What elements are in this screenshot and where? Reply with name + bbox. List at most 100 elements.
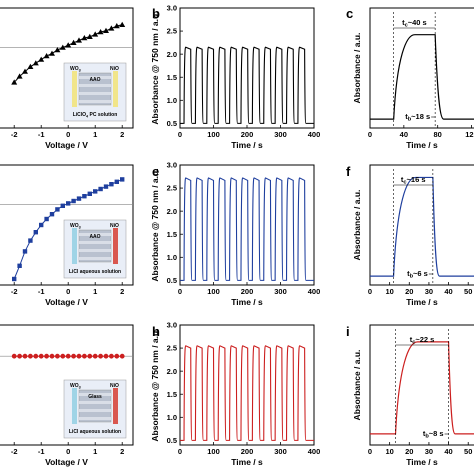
x-tick-label: 2 [120,287,124,296]
x-tick-label: 40 [444,447,452,456]
coloring-time-label: tc~16 s [401,175,426,186]
data-point [11,353,17,359]
data-point [28,238,33,243]
y-tick-label: 3.0 [167,161,177,170]
data-point [55,207,60,212]
data-point [97,29,104,35]
data-point [87,191,92,196]
series-line [370,176,474,277]
plot-frame [369,324,474,446]
data-point [114,353,120,359]
y-tick-label: 1.0 [167,413,177,422]
y-axis-label: Absorbance @ 750 nm / a.u. [150,168,160,281]
plot-frame [0,324,134,446]
x-tick-label: 300 [274,130,287,139]
data-point [44,353,49,359]
data-point [119,21,126,27]
y-tick-label: 2.5 [167,344,177,353]
membrane-channel [79,241,111,244]
x-axis-label: Voltage / V [45,457,88,467]
data-point [44,216,49,222]
data-point [109,182,114,187]
y-tick-label: 0.5 [167,119,177,128]
x-tick-label: 200 [241,447,254,456]
data-point [76,196,82,201]
data-point [92,31,99,37]
x-axis-label: Time / s [231,140,263,150]
x-tick-label: 2 [120,447,124,456]
panel-label-e: e [152,164,159,179]
membrane-channel [79,417,111,420]
x-tick-label: 30 [425,447,433,456]
data-point [17,263,22,268]
data-point [114,179,119,184]
inset-label-wo3: WO3 [70,383,81,390]
data-point [33,230,38,235]
y-axis-label: Absorbance / a.u. [352,33,362,104]
data-point [119,353,125,359]
data-point [120,177,125,182]
plot-frame [369,7,474,129]
x-tick-label: 40 [444,287,452,296]
chart-c: 0 40 80 120 Time / s Absorbance / a.u. tc~40 s… [352,7,474,150]
data-point [59,44,66,50]
membrane-channel [79,409,111,412]
inset-label-center: Glass [88,394,102,400]
device-inset: WO3 NiO AAO LiClO4 PC solution [63,62,127,122]
chart-b: 0 100 200 300 400 0.5 1.0 1.5 2.0 2.5 3.0 Time / s A… [150,4,320,150]
y-axis-label: Absorbance @ 750 nm / a.u. [150,328,160,441]
x-tick-label: 20 [405,287,413,296]
plot-frame [0,164,134,286]
data-point [55,353,60,359]
bleaching-time-label: tb~6 s [407,269,428,280]
y-tick-label: 3.0 [167,321,177,330]
data-point [32,60,39,66]
data-point [54,47,61,53]
x-axis-label: Time / s [231,457,263,467]
chart-i: 0 10 20 30 40 50 Time / s Absorbance / a.u. tc~2… [352,324,474,467]
data-point [11,79,18,85]
membrane-channel [79,100,111,103]
inset-caption: LiCl aqueous solution [69,429,121,435]
panel-label-h: h [152,324,160,339]
y-tick-label: 2.5 [167,27,177,36]
data-point [82,194,87,199]
bleaching-time-label: tb~8 s [423,429,444,440]
wo3-electrode [72,228,77,264]
data-point [38,56,45,62]
data-point [65,42,72,48]
coloring-time-label: tc~40 s [402,18,427,29]
x-tick-label: 1 [93,287,97,296]
x-tick-label: 200 [241,287,254,296]
inset-label-wo3: WO3 [70,66,81,73]
inset-label-nio: NiO [110,383,119,389]
data-point [103,27,109,33]
y-tick-label: 2.5 [167,184,177,193]
x-tick-label: 120 [465,130,474,139]
data-point [81,35,88,41]
membrane-channel [79,257,111,260]
x-tick-label: -1 [38,447,45,456]
x-tick-label: -2 [11,287,18,296]
x-tick-label: -2 [11,130,18,139]
inset-label-center: AAO [89,234,100,240]
data-point [28,353,33,359]
x-tick-label: 0 [66,130,70,139]
bleaching-time-label: tb~18 s [405,112,430,123]
series-line [370,341,474,435]
data-point [109,353,114,359]
x-tick-label: 300 [274,287,287,296]
series-line [180,46,314,124]
data-point [86,33,93,39]
nio-electrode [113,228,118,264]
data-point [108,25,115,31]
membrane-channel [79,233,111,236]
x-tick-label: 10 [385,447,393,456]
data-point [87,353,93,359]
y-tick-label: 2.0 [167,207,177,216]
data-point [60,353,66,359]
data-point [103,184,109,189]
x-tick-label: 0 [66,287,70,296]
chart-f: 0 10 20 30 40 50 Time / s Absorbance / a.u. tc~1… [352,164,474,307]
